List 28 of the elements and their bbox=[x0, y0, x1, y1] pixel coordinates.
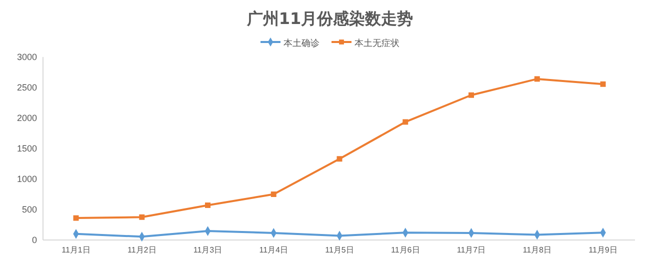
x-tick-label: 11月9日 bbox=[588, 246, 618, 255]
y-tick-label: 2500 bbox=[16, 82, 37, 92]
x-tick-label: 11月5日 bbox=[325, 246, 354, 255]
x-tick-label: 11月4日 bbox=[259, 246, 288, 255]
point bbox=[534, 76, 540, 82]
point bbox=[402, 119, 408, 125]
x-tick-label: 11月8日 bbox=[522, 246, 552, 255]
point bbox=[73, 215, 79, 221]
point bbox=[270, 192, 276, 197]
x-tick-label: 11月3日 bbox=[193, 246, 222, 255]
y-tick-label: 1000 bbox=[16, 174, 37, 184]
x-tick-label: 11月7日 bbox=[456, 246, 486, 255]
y-tick-label: 0 bbox=[32, 234, 37, 245]
y-tick-label: 500 bbox=[22, 204, 37, 214]
x-tick-label: 11月1日 bbox=[62, 246, 90, 255]
legend-label: 本土确诊 bbox=[284, 38, 320, 49]
point bbox=[336, 156, 342, 162]
x-tick-label: 11月2日 bbox=[127, 246, 156, 255]
point bbox=[600, 81, 606, 87]
point bbox=[205, 202, 210, 208]
point bbox=[139, 214, 145, 220]
legend-label: 本土无症状 bbox=[354, 38, 400, 49]
chart-title: 广州11月份感染数走势 bbox=[246, 9, 414, 28]
point bbox=[468, 92, 474, 98]
y-tick-label: 3000 bbox=[16, 52, 37, 62]
y-tick-label: 2000 bbox=[16, 112, 37, 123]
y-tick-label: 1500 bbox=[16, 143, 37, 154]
x-tick-label: 11月6日 bbox=[390, 246, 420, 255]
